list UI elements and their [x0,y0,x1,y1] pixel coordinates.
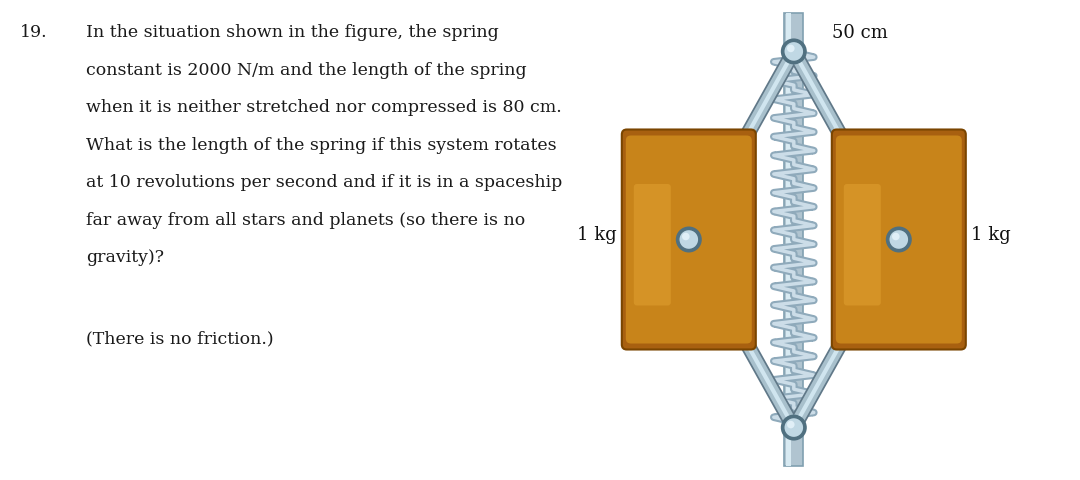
Text: gravity)?: gravity)? [86,249,164,265]
Text: 50 cm: 50 cm [832,24,888,42]
Circle shape [679,230,699,250]
Text: far away from all stars and planets (so there is no: far away from all stars and planets (so … [86,211,526,228]
FancyBboxPatch shape [622,130,756,350]
Circle shape [889,230,908,250]
Bar [786,14,791,466]
Circle shape [781,415,807,441]
Circle shape [784,418,804,438]
Bar [784,14,804,466]
FancyBboxPatch shape [634,185,671,306]
Circle shape [681,233,690,241]
FancyBboxPatch shape [625,136,752,344]
Text: What is the length of the spring if this system rotates: What is the length of the spring if this… [86,136,557,153]
Text: 1 kg: 1 kg [577,226,617,244]
Text: constant is 2000 N/m and the length of the spring: constant is 2000 N/m and the length of t… [86,61,527,78]
FancyBboxPatch shape [832,130,966,350]
Circle shape [886,227,912,253]
Circle shape [787,46,795,53]
FancyBboxPatch shape [836,136,962,344]
Circle shape [784,42,804,62]
Text: when it is neither stretched nor compressed is 80 cm.: when it is neither stretched nor compres… [86,99,563,116]
FancyBboxPatch shape [843,185,881,306]
Text: 19.: 19. [19,24,48,41]
Text: (There is no friction.): (There is no friction.) [86,329,274,346]
Text: 1 kg: 1 kg [971,226,1011,244]
Text: In the situation shown in the figure, the spring: In the situation shown in the figure, th… [86,24,499,41]
Text: at 10 revolutions per second and if it is in a spaceship: at 10 revolutions per second and if it i… [86,174,563,191]
Circle shape [676,227,702,253]
Circle shape [892,233,900,241]
Circle shape [787,421,795,429]
Circle shape [781,39,807,65]
